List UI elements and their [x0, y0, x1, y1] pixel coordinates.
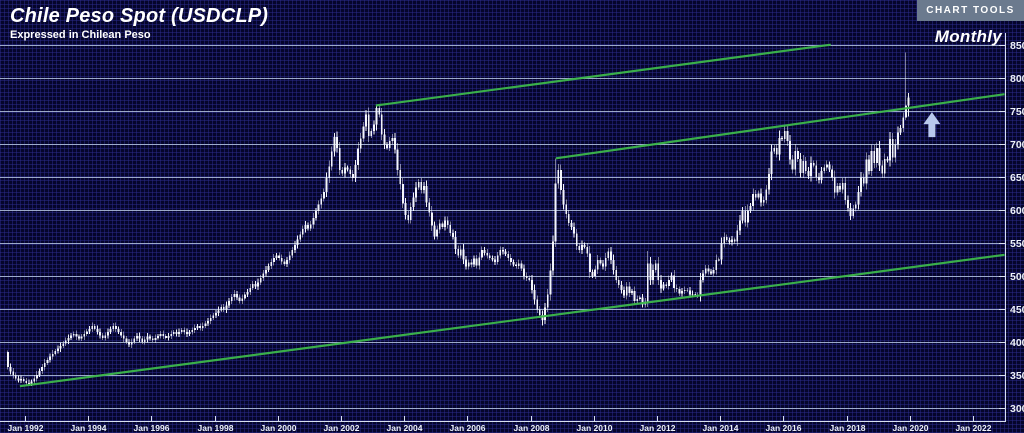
time-axis-label: Jan 2000 — [261, 423, 297, 433]
time-axis-label: Jan 2004 — [387, 423, 423, 433]
time-axis-label: Jan 2014 — [703, 423, 739, 433]
time-axis-label: Jan 2022 — [956, 423, 992, 433]
chart-tools-button[interactable]: CHART TOOLS — [917, 0, 1024, 21]
major-gridlines — [0, 45, 1005, 409]
time-axis-label: Jan 2010 — [577, 423, 613, 433]
time-axis-label: Jan 2016 — [766, 423, 802, 433]
time-axis-label: Jan 2008 — [514, 423, 550, 433]
upper-channel-line[interactable] — [375, 43, 831, 107]
lower-channel-line[interactable] — [19, 253, 1005, 388]
time-axis-label: Jan 1998 — [198, 423, 234, 433]
time-axis-label: Jan 2018 — [830, 423, 866, 433]
interval-label: Monthly — [934, 27, 1002, 46]
price-series — [6, 52, 910, 387]
time-axis-label: Jan 2012 — [640, 423, 676, 433]
time-axis-label: Jan 1992 — [8, 423, 44, 433]
price-axis-label: 800 — [1010, 73, 1024, 85]
price-axis-label: 600 — [1010, 205, 1024, 217]
up-arrow-annotation[interactable] — [923, 112, 941, 138]
price-axis-label: 500 — [1010, 271, 1024, 283]
price-axis-label: 450 — [1010, 304, 1024, 316]
time-axis: Jan 1992 Jan 1994 Jan 1996 Jan 1998 Jan 2000… — [8, 416, 992, 433]
price-axis-label: 700 — [1010, 139, 1024, 151]
price-axis-label: 750 — [1010, 106, 1024, 118]
mid-channel-line[interactable] — [555, 93, 1005, 160]
trendlines — [19, 43, 1005, 388]
time-axis-label: Jan 2002 — [324, 423, 360, 433]
price-axis: 850 800 750 700 650 600 550 500 450 400 350 300 — [999, 40, 1024, 415]
time-axis-label: Jan 2006 — [450, 423, 486, 433]
price-axis-label: 300 — [1010, 403, 1024, 415]
time-axis-label: Jan 2020 — [893, 423, 929, 433]
price-axis-label: 400 — [1010, 337, 1024, 349]
time-axis-label: Jan 1996 — [134, 423, 170, 433]
price-axis-label: 650 — [1010, 172, 1024, 184]
time-axis-label: Jan 1994 — [71, 423, 107, 433]
axis-lines — [0, 33, 1006, 422]
price-axis-label: 350 — [1010, 370, 1024, 382]
chart-header: Chile Peso Spot (USDCLP) Expressed in Ch… — [10, 5, 268, 41]
page-title: Chile Peso Spot (USDCLP) — [10, 5, 269, 27]
price-axis-label: 850 — [1010, 40, 1024, 52]
chart-subtitle: Expressed in Chilean Peso — [10, 29, 151, 41]
price-axis-label: 550 — [1010, 238, 1024, 250]
